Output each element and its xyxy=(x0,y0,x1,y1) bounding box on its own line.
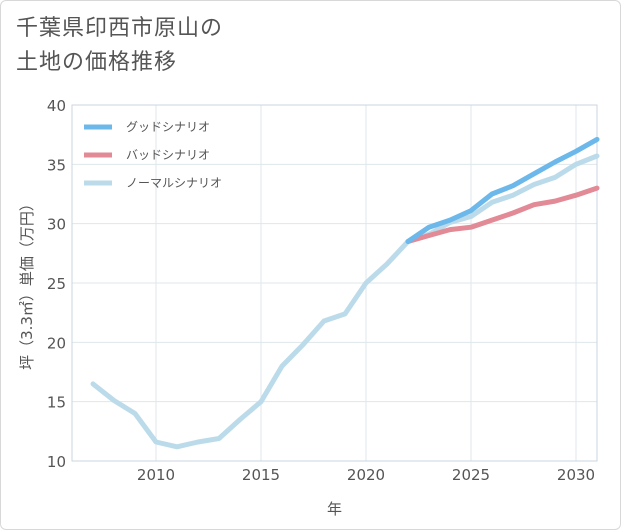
y-tick-label: 40 xyxy=(47,97,66,115)
x-tick-label: 2010 xyxy=(137,466,175,484)
plot-border xyxy=(71,104,598,462)
series-layer xyxy=(90,136,600,450)
x-tick-label: 2015 xyxy=(242,466,280,484)
x-axis-title: 年 xyxy=(327,500,342,518)
x-tick-label: 2030 xyxy=(557,466,595,484)
legend-label-3: ノーマルシナリオ xyxy=(126,176,222,190)
title-line-2: 土地の価格推移 xyxy=(16,50,178,75)
legend-label-2: バッドシナリオ xyxy=(126,148,210,162)
title-line-1: 千葉県印西市原山の xyxy=(16,16,224,41)
series-line-1 xyxy=(405,136,600,244)
series-line-3 xyxy=(90,153,600,450)
y-tick-label: 15 xyxy=(47,394,66,412)
y-tick-label: 20 xyxy=(47,334,66,352)
y-tick-label: 35 xyxy=(47,156,66,174)
y-tick-label: 10 xyxy=(47,453,66,471)
y-tick-label: 25 xyxy=(47,275,66,293)
x-tick-label: 2020 xyxy=(347,466,385,484)
legend-label-1: グッドシナリオ xyxy=(126,120,210,134)
y-tick-label: 30 xyxy=(47,216,66,234)
chart-title: 千葉県印西市原山の 土地の価格推移 xyxy=(16,12,223,80)
y-axis-title: 坪（3.3㎡）単価（万円） xyxy=(18,196,36,370)
series-line-2 xyxy=(405,185,600,244)
x-tick-label: 2025 xyxy=(452,466,490,484)
